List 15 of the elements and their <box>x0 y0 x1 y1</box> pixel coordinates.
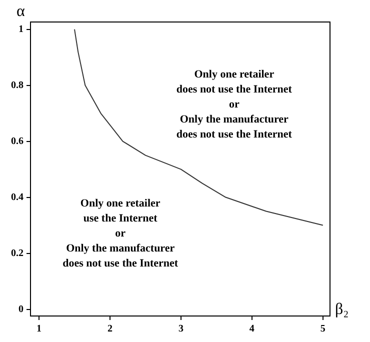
y-tick-label: 1 <box>18 24 24 35</box>
annotation: Only one retailer use the Internet or Only the manufacturer does not use the Internet <box>62 198 178 270</box>
x-tick-label: 2 <box>107 324 112 335</box>
y-tick-label: 0.6 <box>11 136 24 147</box>
y-tick-label: 0.2 <box>11 248 24 259</box>
x-tick-label: 4 <box>249 324 254 335</box>
x-tick-label: 1 <box>36 324 42 335</box>
y-axis-title: α <box>16 3 26 20</box>
x-axis-title: β₂ <box>335 301 349 318</box>
x-tick-label: 5 <box>320 324 326 335</box>
y-tick-label: 0.8 <box>11 80 24 91</box>
y-tick-label: 0 <box>18 304 24 315</box>
annotation: Only one retailer does not use the Internet or Only the manufacturer does not use the Internet <box>176 68 292 140</box>
x-tick-label: 3 <box>178 324 184 335</box>
y-tick-label: 0.4 <box>11 192 24 203</box>
